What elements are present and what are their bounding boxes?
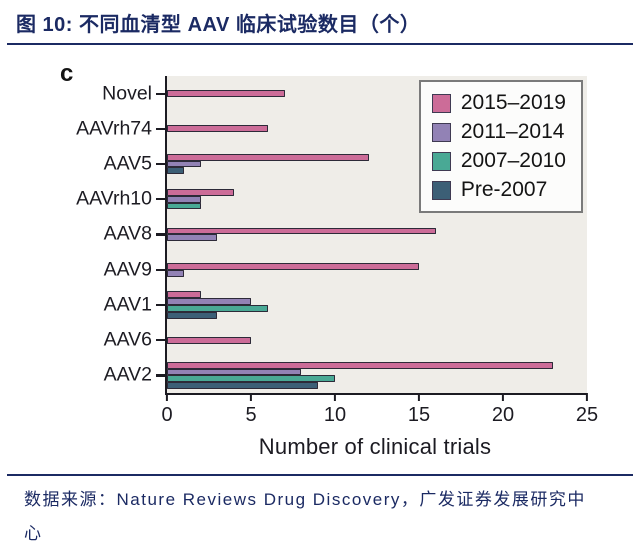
source-divider — [7, 474, 633, 476]
legend-swatch-icon — [431, 93, 451, 113]
category-row-novel: Novel — [102, 76, 587, 111]
bar-aav1-2015–2019 — [167, 291, 201, 299]
x-tick — [585, 393, 589, 401]
bar-novel-2015–2019 — [167, 90, 285, 97]
bar-group — [167, 252, 587, 287]
y-tick — [155, 268, 165, 271]
bar-group — [167, 323, 587, 358]
bar-group — [167, 287, 587, 322]
x-tick-label: 20 — [491, 404, 515, 426]
legend-swatch-icon — [431, 180, 451, 200]
bar-aavrh10-2007–2010 — [167, 202, 201, 210]
legend-label: 2007–2010 — [460, 149, 566, 172]
bar-aav9-2011–2014 — [167, 269, 184, 277]
bar-group — [167, 76, 587, 111]
plot-area: 2015–2019 2011–2014 2007–2010 Pre-2007 Nove… — [76, 76, 598, 426]
source-note: 数据来源：Nature Reviews Drug Discovery，广发证券发… — [24, 490, 586, 543]
legend-item: Pre-2007 — [431, 178, 566, 202]
legend-label: Pre-2007 — [460, 178, 548, 201]
bar-aavrh74-2015–2019 — [167, 125, 268, 133]
legend-swatch-icon — [431, 151, 451, 171]
category-row-aavrh74: AAVrh74 — [76, 111, 587, 146]
x-tick — [417, 393, 421, 401]
bar-group — [167, 358, 587, 393]
category-label: AAV8 — [103, 222, 152, 245]
bar-aav1-2007–2010 — [167, 304, 268, 312]
bar-aav2-Pre-2007 — [167, 382, 319, 389]
x-tick-label: 10 — [323, 404, 347, 426]
legend-item: 2011–2014 — [431, 120, 566, 144]
legend-item: 2007–2010 — [431, 149, 566, 173]
y-tick — [155, 374, 165, 377]
bar-aav9-2015–2019 — [167, 262, 419, 270]
category-row-aav1: AAV1 — [104, 287, 587, 322]
category-row-aav8: AAV8 — [104, 217, 587, 252]
bar-aav1-2011–2014 — [167, 298, 251, 305]
bar-group — [167, 217, 587, 252]
x-tick-label: 5 — [245, 404, 257, 426]
bar-aav1-Pre-2007 — [167, 311, 218, 319]
bar-aavrh10-2015–2019 — [167, 189, 235, 196]
category-row-aavrh10: AAVrh10 — [76, 182, 587, 217]
y-tick — [155, 92, 165, 95]
figure-title: 图 10: 不同血清型 AAV 临床试验数目（个） — [16, 14, 421, 36]
x-axis-title: Number of clinical trials — [258, 434, 492, 459]
x-tick — [165, 393, 169, 401]
y-tick — [155, 233, 165, 236]
category-label: AAV2 — [103, 363, 152, 386]
category-label: AAVrh74 — [76, 117, 152, 140]
category-row-aav6: AAV6 — [104, 323, 587, 358]
x-tick — [333, 393, 337, 401]
bar-aav8-2011–2014 — [167, 234, 218, 242]
bar-group — [167, 146, 587, 181]
bar-aav8-2015–2019 — [167, 227, 436, 235]
chart: c 2015–2019 2011–2014 2007–2010 Pre-2007 No… — [0, 50, 640, 470]
bar-group — [167, 111, 587, 146]
bar-group — [167, 182, 587, 217]
bar-aav6-2015–2019 — [167, 336, 251, 344]
category-row-aav5: AAV5 — [104, 146, 587, 181]
bar-aav5-2015–2019 — [167, 153, 369, 161]
x-tick-label: 0 — [161, 404, 173, 426]
y-tick — [155, 127, 165, 131]
legend-label: 2011–2014 — [460, 120, 565, 143]
y-tick — [155, 198, 165, 201]
legend: 2015–2019 2011–2014 2007–2010 Pre-2007 — [418, 80, 583, 213]
x-tick-label: 15 — [407, 404, 431, 426]
bar-aav5-2011–2014 — [167, 160, 201, 168]
category-row-aav2: AAV2 — [104, 358, 587, 393]
category-label: AAVrh10 — [76, 187, 152, 210]
bar-aav2-2007–2010 — [167, 375, 335, 383]
category-row-aav9: AAV9 — [104, 252, 587, 287]
category-label: AAV5 — [103, 152, 152, 175]
y-tick — [155, 339, 165, 342]
category-label: AAV6 — [103, 328, 152, 351]
bar-aav5-Pre-2007 — [167, 167, 184, 175]
x-tick — [501, 393, 505, 401]
legend-swatch-icon — [431, 122, 451, 142]
bar-aav2-2011–2014 — [167, 368, 302, 376]
title-divider — [7, 43, 633, 45]
panel-label: c — [60, 60, 74, 87]
category-label: AAV1 — [103, 293, 152, 316]
y-tick — [155, 303, 165, 307]
category-label: AAV9 — [103, 258, 152, 281]
y-tick — [155, 163, 165, 166]
x-tick — [249, 393, 253, 401]
bar-aavrh10-2011–2014 — [167, 195, 201, 203]
legend-label: 2015–2019 — [460, 91, 566, 114]
x-tick-label: 25 — [575, 404, 599, 426]
legend-item: 2015–2019 — [431, 91, 566, 115]
category-label: Novel — [102, 82, 152, 105]
bar-aav2-2015–2019 — [167, 361, 554, 369]
